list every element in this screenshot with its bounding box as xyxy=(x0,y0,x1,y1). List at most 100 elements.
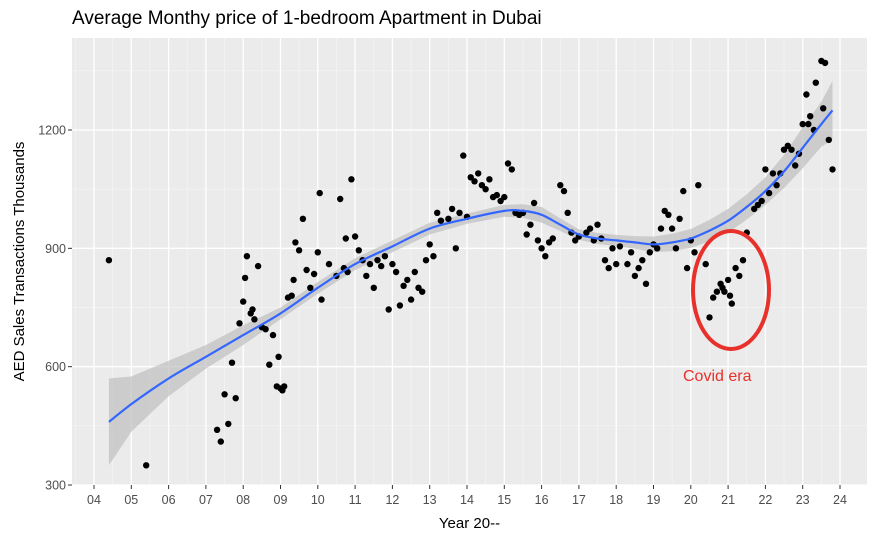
data-point xyxy=(351,233,359,240)
data-point xyxy=(452,245,459,252)
data-point xyxy=(299,215,307,222)
data-point xyxy=(631,272,639,280)
data-point xyxy=(378,262,385,270)
data-point xyxy=(269,331,277,339)
data-point xyxy=(829,166,836,173)
data-point xyxy=(316,189,323,197)
data-point xyxy=(221,391,228,398)
y-tick-label: 900 xyxy=(45,242,66,256)
data-point xyxy=(501,193,508,201)
x-axis-title: Year 20-- xyxy=(439,515,500,532)
data-point xyxy=(657,225,665,232)
data-point xyxy=(486,176,493,183)
data-point xyxy=(342,235,349,242)
data-point xyxy=(601,257,609,264)
data-point xyxy=(422,257,430,264)
data-point xyxy=(769,170,777,177)
data-point xyxy=(820,105,827,112)
data-point xyxy=(471,178,478,185)
data-point xyxy=(721,288,728,295)
data-point xyxy=(724,276,732,284)
data-point xyxy=(404,276,411,284)
x-tick-label: 04 xyxy=(87,493,101,507)
data-point xyxy=(240,298,247,305)
data-point xyxy=(616,243,624,250)
y-tick-label: 600 xyxy=(45,360,66,374)
x-tick-label: 22 xyxy=(758,493,772,507)
data-point xyxy=(143,462,150,469)
data-point xyxy=(275,353,282,360)
data-point xyxy=(683,264,691,272)
data-point xyxy=(381,253,389,260)
data-point xyxy=(560,187,568,195)
data-point xyxy=(419,288,426,295)
data-point xyxy=(762,166,769,173)
data-point xyxy=(605,264,612,272)
data-point xyxy=(732,264,739,272)
x-tick-label: 17 xyxy=(572,493,586,507)
data-point xyxy=(527,221,534,228)
data-point xyxy=(542,253,549,260)
data-point xyxy=(288,292,295,299)
data-point xyxy=(448,205,456,213)
data-point xyxy=(400,282,407,289)
plot-panel xyxy=(72,38,867,485)
x-tick-label: 19 xyxy=(647,493,661,507)
data-point xyxy=(672,245,680,252)
data-point xyxy=(702,260,709,268)
x-tick-label: 20 xyxy=(684,493,698,507)
data-point xyxy=(613,260,620,268)
x-tick-label: 12 xyxy=(385,493,399,507)
x-tick-label: 15 xyxy=(497,493,511,507)
data-point xyxy=(609,245,616,252)
data-point xyxy=(467,174,474,181)
data-point xyxy=(374,257,381,264)
y-axis-title: AED Sales Transactions Thousands xyxy=(11,142,28,382)
data-point xyxy=(460,152,467,159)
data-point xyxy=(437,217,445,224)
data-point xyxy=(314,249,321,256)
data-point xyxy=(493,191,500,199)
data-point xyxy=(389,260,396,268)
data-point xyxy=(765,189,773,197)
data-point xyxy=(266,361,273,368)
data-point xyxy=(646,249,653,256)
data-point xyxy=(363,272,370,280)
data-point xyxy=(710,294,717,301)
data-point xyxy=(654,245,661,252)
data-point xyxy=(635,264,642,272)
chart-title: Average Monthy price of 1-bedroom Apartm… xyxy=(72,8,542,29)
data-point xyxy=(691,249,698,256)
data-point xyxy=(773,182,780,189)
data-point xyxy=(348,176,355,183)
covid-highlight-ellipse xyxy=(691,229,771,351)
x-tick-label: 13 xyxy=(423,493,437,507)
data-point xyxy=(385,306,392,313)
data-point xyxy=(726,292,734,299)
data-point xyxy=(392,268,400,276)
data-point xyxy=(504,160,512,167)
data-point xyxy=(262,326,269,333)
data-point xyxy=(538,245,545,252)
data-point xyxy=(281,383,288,390)
x-tick-label: 10 xyxy=(311,493,325,507)
data-point xyxy=(586,225,594,232)
data-point xyxy=(508,166,515,173)
data-point xyxy=(411,268,418,276)
data-point xyxy=(295,247,303,254)
minor-grid-horizontal xyxy=(72,70,867,427)
data-point xyxy=(706,314,713,321)
data-point xyxy=(821,59,829,67)
y-axis: 300 600 900 1200 xyxy=(38,124,72,493)
data-point xyxy=(728,300,735,307)
data-point xyxy=(426,241,433,248)
data-point xyxy=(310,270,318,278)
data-point xyxy=(639,257,646,264)
data-point xyxy=(290,276,297,284)
minor-grid-vertical xyxy=(74,38,822,485)
y-tick-label: 300 xyxy=(45,479,66,493)
major-grid-vertical xyxy=(93,38,841,485)
data-point xyxy=(624,260,631,268)
data-point xyxy=(825,136,832,144)
x-tick-label: 05 xyxy=(124,493,138,507)
